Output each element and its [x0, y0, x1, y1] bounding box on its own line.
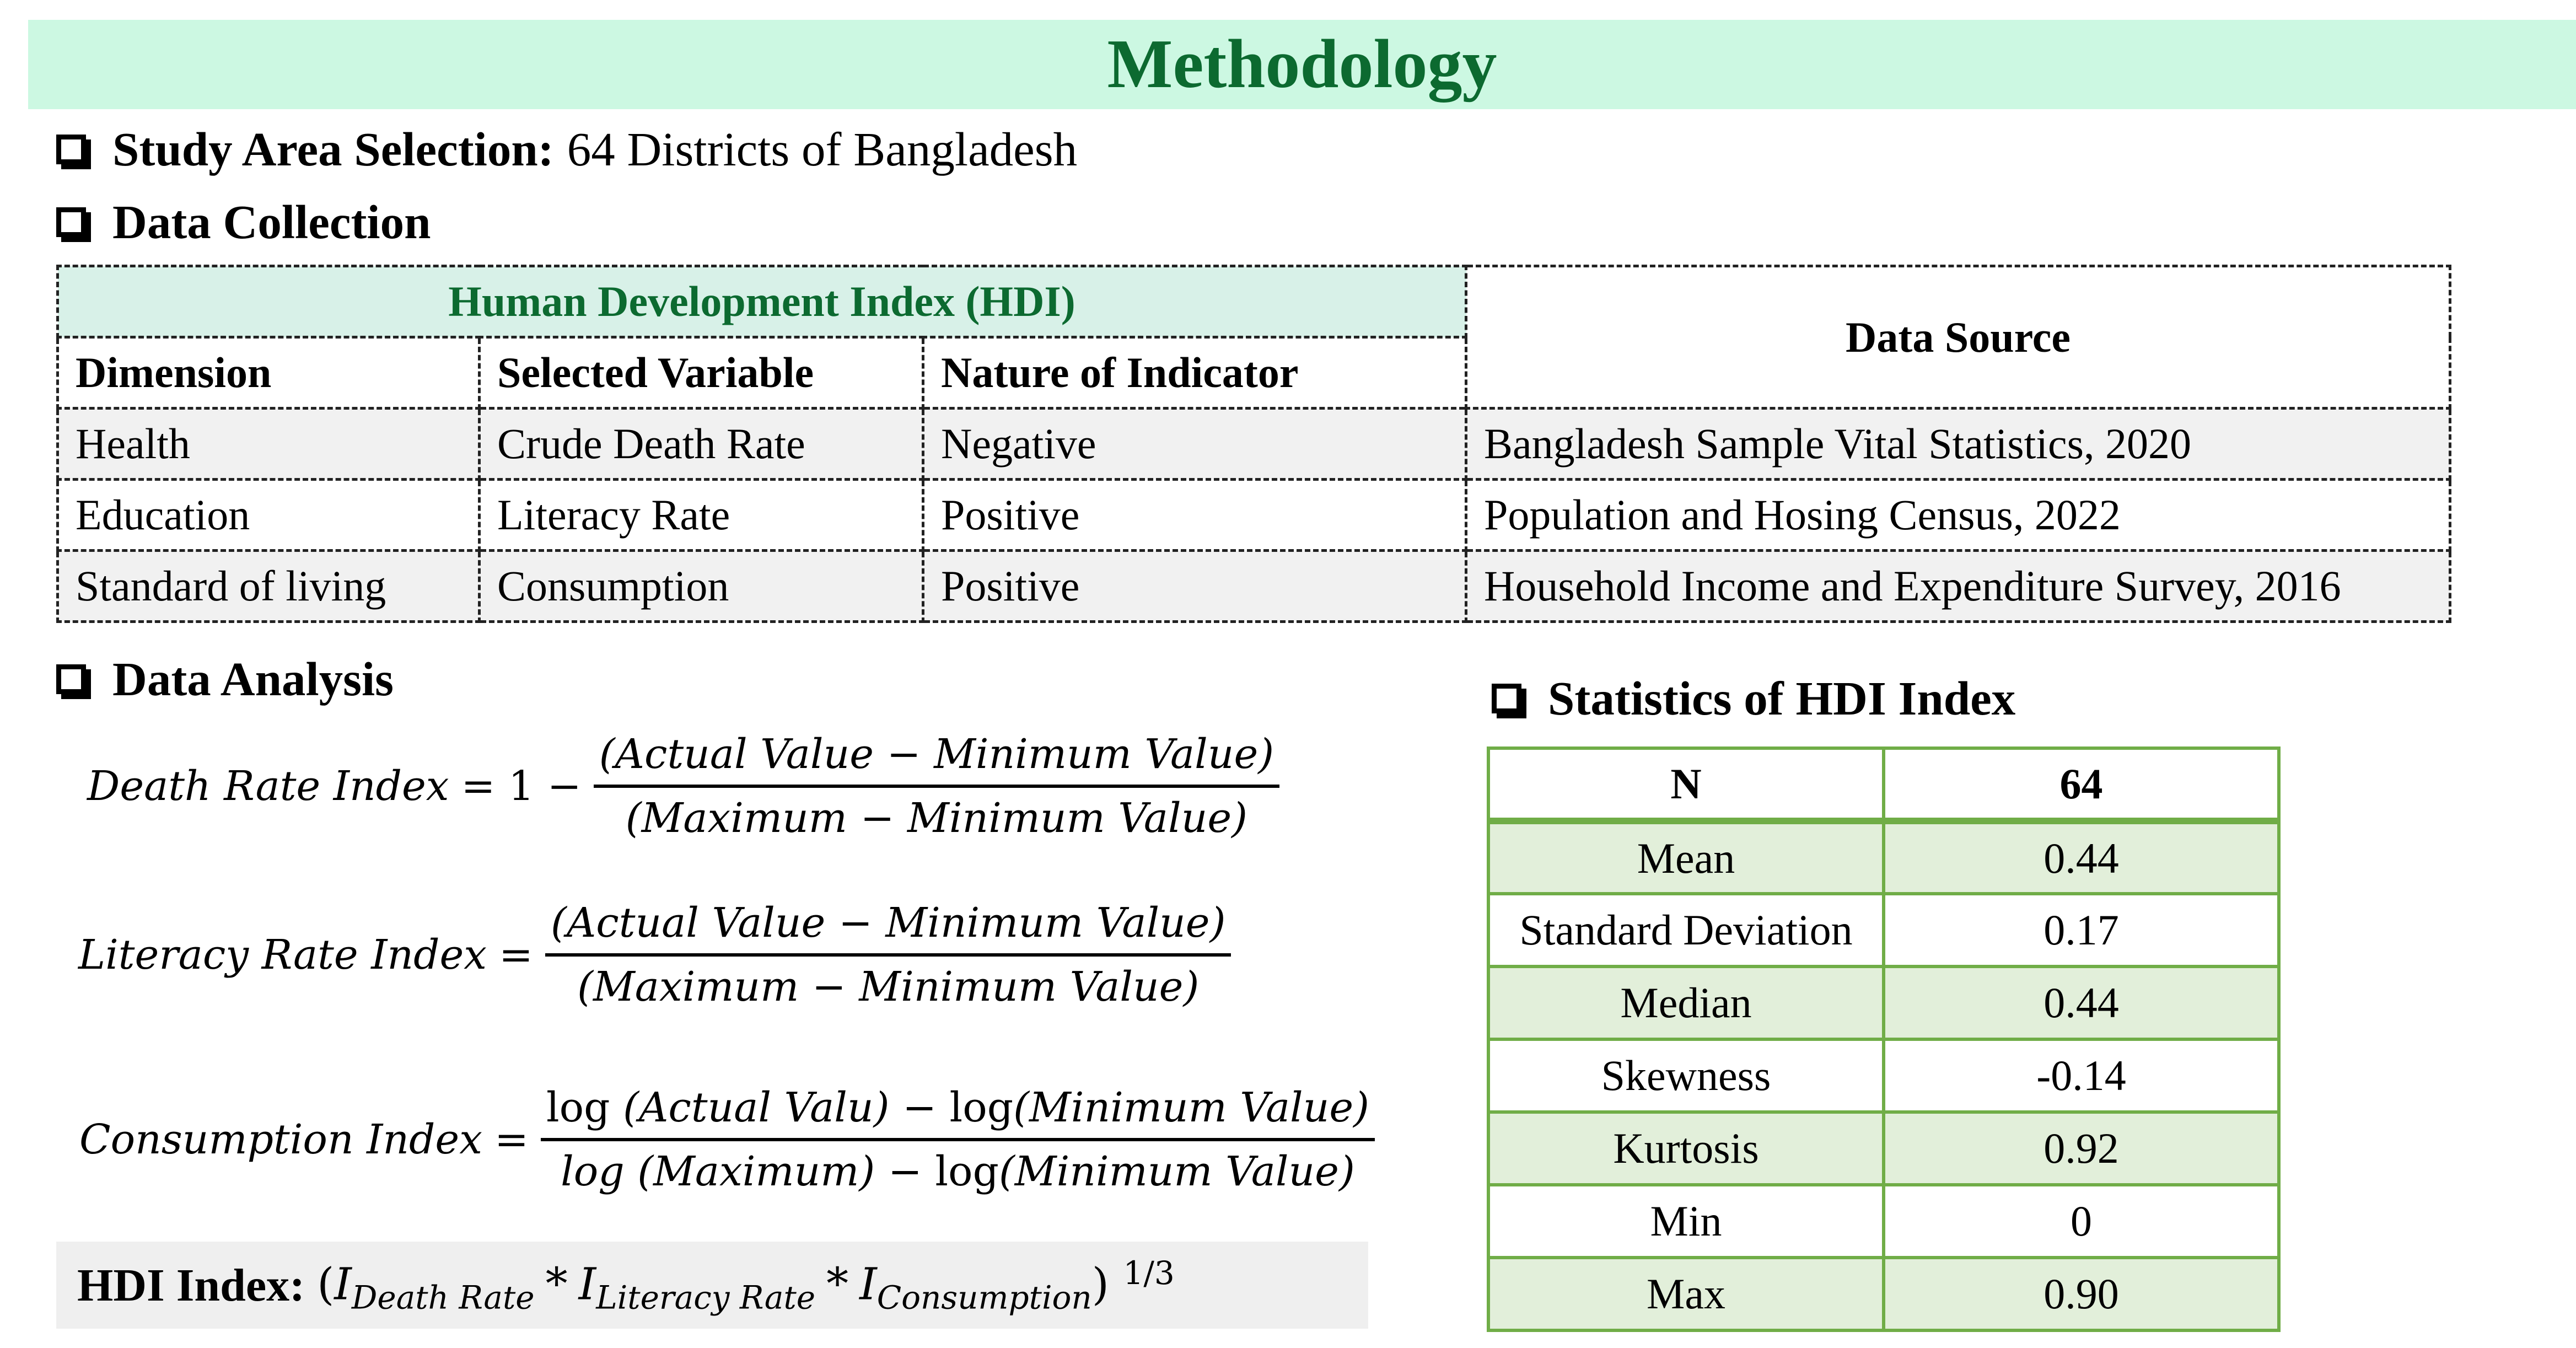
study-area-label: Study Area Selection: [112, 122, 554, 176]
page-title: Methodology [1107, 26, 1497, 103]
study-area-section: Study Area Selection: 64 Districts of Ba… [53, 121, 1077, 177]
formula-equals: = [494, 1116, 529, 1163]
table-cell: 0.90 [1882, 1256, 2281, 1332]
formula-fraction: (Actual Value − Minimum Value) (Maximum … [593, 731, 1280, 842]
data-analysis-section: Data Analysis [53, 651, 394, 707]
table-cell: Consumption [478, 549, 924, 623]
column-header-data-source: Data Source [1465, 265, 2452, 410]
table-cell: Standard of living [56, 549, 481, 623]
formula-denominator: log (Maximum) − log(Minimum Value) [561, 1148, 1355, 1195]
checkbox-square-icon [56, 134, 86, 164]
formula-equals: = 1 − [461, 762, 582, 810]
table-cell: Literacy Rate [478, 478, 924, 552]
table-cell: Max [1487, 1256, 1885, 1332]
formula-denominator: (Maximum − Minimum Value) [577, 963, 1200, 1011]
table-cell: Health [56, 407, 481, 481]
formula-numerator: (Actual Value − Minimum Value) [593, 731, 1280, 788]
table-cell: 0.44 [1882, 819, 2281, 895]
table-cell: 0.44 [1882, 965, 2281, 1041]
study-area-value: 64 Districts of Bangladesh [567, 122, 1078, 176]
hdi-statistics-table: N 64 Mean 0.44 Standard Deviation 0.17 M… [1487, 746, 2281, 1332]
table-row: Min 0 [1487, 1183, 2281, 1259]
table-cell: Mean [1487, 819, 1885, 895]
table-cell: Household Income and Expenditure Survey,… [1465, 549, 2452, 623]
formula-denominator: (Maximum − Minimum Value) [625, 794, 1248, 842]
table-row: Health Crude Death Rate Negative Banglad… [56, 407, 2452, 481]
table-cell: 0.17 [1882, 892, 2281, 968]
hdi-index-formula-box: HDI Index: (IDeath Rate * ILiteracy Rate * I… [56, 1242, 1368, 1329]
hdi-group-header: Human Development Index (HDI) [56, 265, 1468, 339]
column-header-nature-of-indicator: Nature of Indicator [921, 336, 1468, 410]
table-row: Education Literacy Rate Positive Populat… [56, 478, 2452, 552]
statistics-section: Statistics of HDI Index [1488, 670, 2015, 726]
checkbox-square-icon [56, 207, 86, 237]
table-cell: N [1487, 746, 1885, 824]
table-row: Kurtosis 0.92 [1487, 1110, 2281, 1186]
table-cell: 64 [1882, 746, 2281, 824]
formula-lhs: Literacy Rate Index [78, 931, 487, 979]
table-cell: Positive [921, 549, 1468, 623]
table-header-row: N 64 [1487, 746, 2281, 824]
table-cell: Crude Death Rate [478, 407, 924, 481]
table-cell: Skewness [1487, 1038, 1885, 1114]
hdi-data-table: Human Development Index (HDI) Data Sourc… [56, 265, 2452, 623]
table-cell: Min [1487, 1183, 1885, 1259]
table-row: Median 0.44 [1487, 965, 2281, 1041]
table-row: Standard Deviation 0.17 [1487, 892, 2281, 968]
table-row: Skewness -0.14 [1487, 1038, 2281, 1114]
statistics-label: Statistics of HDI Index [1548, 672, 2016, 725]
column-header-dimension: Dimension [56, 336, 481, 410]
table-cell: Median [1487, 965, 1885, 1041]
formula-lhs: Death Rate Index [87, 762, 449, 810]
table-cell: Bangladesh Sample Vital Statistics, 2020 [1465, 407, 2452, 481]
hdi-index-label: HDI Index: [77, 1259, 305, 1311]
formula-numerator: log (Actual Valu) − log(Minimum Value) [540, 1084, 1375, 1141]
table-cell: 0 [1882, 1183, 2281, 1259]
data-analysis-label: Data Analysis [112, 652, 394, 706]
death-rate-index-formula: Death Rate Index = 1 − (Actual Value − M… [87, 731, 1280, 842]
checkbox-square-icon [1492, 683, 1521, 713]
data-collection-section: Data Collection [53, 194, 431, 250]
table-cell: Education [56, 478, 481, 552]
title-bar: Methodology [28, 20, 2576, 109]
table-cell: Standard Deviation [1487, 892, 1885, 968]
column-header-selected-variable: Selected Variable [478, 336, 924, 410]
formula-numerator: (Actual Value − Minimum Value) [545, 899, 1231, 957]
table-cell: -0.14 [1882, 1038, 2281, 1114]
formula-fraction: (Actual Value − Minimum Value) (Maximum … [545, 899, 1231, 1011]
table-row: Standard of living Consumption Positive … [56, 549, 2452, 623]
hdi-index-expression: (IDeath Rate * ILiteracy Rate * IConsumption… [317, 1254, 1175, 1317]
data-collection-label: Data Collection [112, 195, 431, 249]
literacy-rate-index-formula: Literacy Rate Index = (Actual Value − Mi… [78, 899, 1231, 1011]
table-cell: Positive [921, 478, 1468, 552]
consumption-index-formula: Consumption Index = log (Actual Valu) − … [79, 1084, 1375, 1195]
formula-equals: = [498, 931, 533, 979]
table-cell: Kurtosis [1487, 1110, 1885, 1186]
table-row: Mean 0.44 [1487, 819, 2281, 895]
table-row: Max 0.90 [1487, 1256, 2281, 1332]
formula-lhs: Consumption Index [79, 1116, 482, 1163]
checkbox-square-icon [56, 664, 86, 694]
table-cell: Population and Hosing Census, 2022 [1465, 478, 2452, 552]
formula-fraction: log (Actual Valu) − log(Minimum Value) l… [540, 1084, 1375, 1195]
table-cell: Negative [921, 407, 1468, 481]
table-cell: 0.92 [1882, 1110, 2281, 1186]
